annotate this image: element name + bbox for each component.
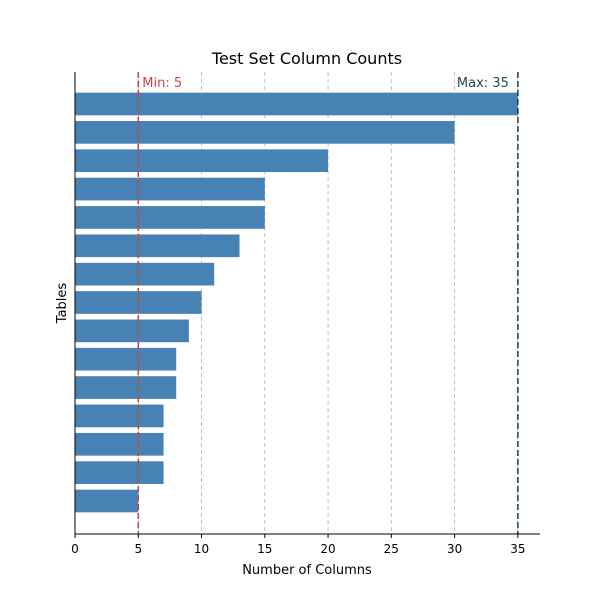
x-tick-label-25: 25 bbox=[384, 542, 399, 556]
bars bbox=[75, 92, 518, 513]
axes bbox=[74, 72, 540, 535]
bar-15 bbox=[75, 489, 139, 513]
y-axis-label: Tables bbox=[55, 283, 70, 325]
bar-9 bbox=[75, 319, 189, 343]
bar-7 bbox=[75, 262, 215, 286]
x-tick-label-35: 35 bbox=[510, 542, 525, 556]
bar-14 bbox=[75, 461, 164, 484]
chart-title: Test Set Column Counts bbox=[211, 49, 402, 68]
x-ticks: 0 5 10 15 20 25 30 35 bbox=[71, 534, 525, 556]
bar-13 bbox=[75, 432, 164, 456]
reference-lines: Min: 5 Max: 35 bbox=[137, 72, 519, 534]
bar-12 bbox=[75, 404, 164, 428]
bar-6 bbox=[75, 234, 240, 258]
x-tick-label-0: 0 bbox=[71, 542, 79, 556]
bar-11 bbox=[75, 376, 177, 399]
bar-4 bbox=[75, 177, 265, 201]
bar-1 bbox=[75, 92, 518, 116]
x-tick-label-5: 5 bbox=[134, 542, 142, 556]
bar-5 bbox=[75, 206, 265, 229]
reference-label-max: Max: 35 bbox=[457, 76, 509, 91]
x-tick-label-20: 20 bbox=[320, 542, 335, 556]
reference-label-min: Min: 5 bbox=[142, 76, 182, 91]
bar-3 bbox=[75, 149, 329, 173]
bar-2 bbox=[75, 121, 455, 144]
x-tick-label-15: 15 bbox=[257, 542, 272, 556]
x-axis-label: Number of Columns bbox=[242, 563, 372, 578]
x-tick-label-10: 10 bbox=[194, 542, 209, 556]
bar-10 bbox=[75, 347, 177, 371]
x-tick-label-30: 30 bbox=[447, 542, 462, 556]
